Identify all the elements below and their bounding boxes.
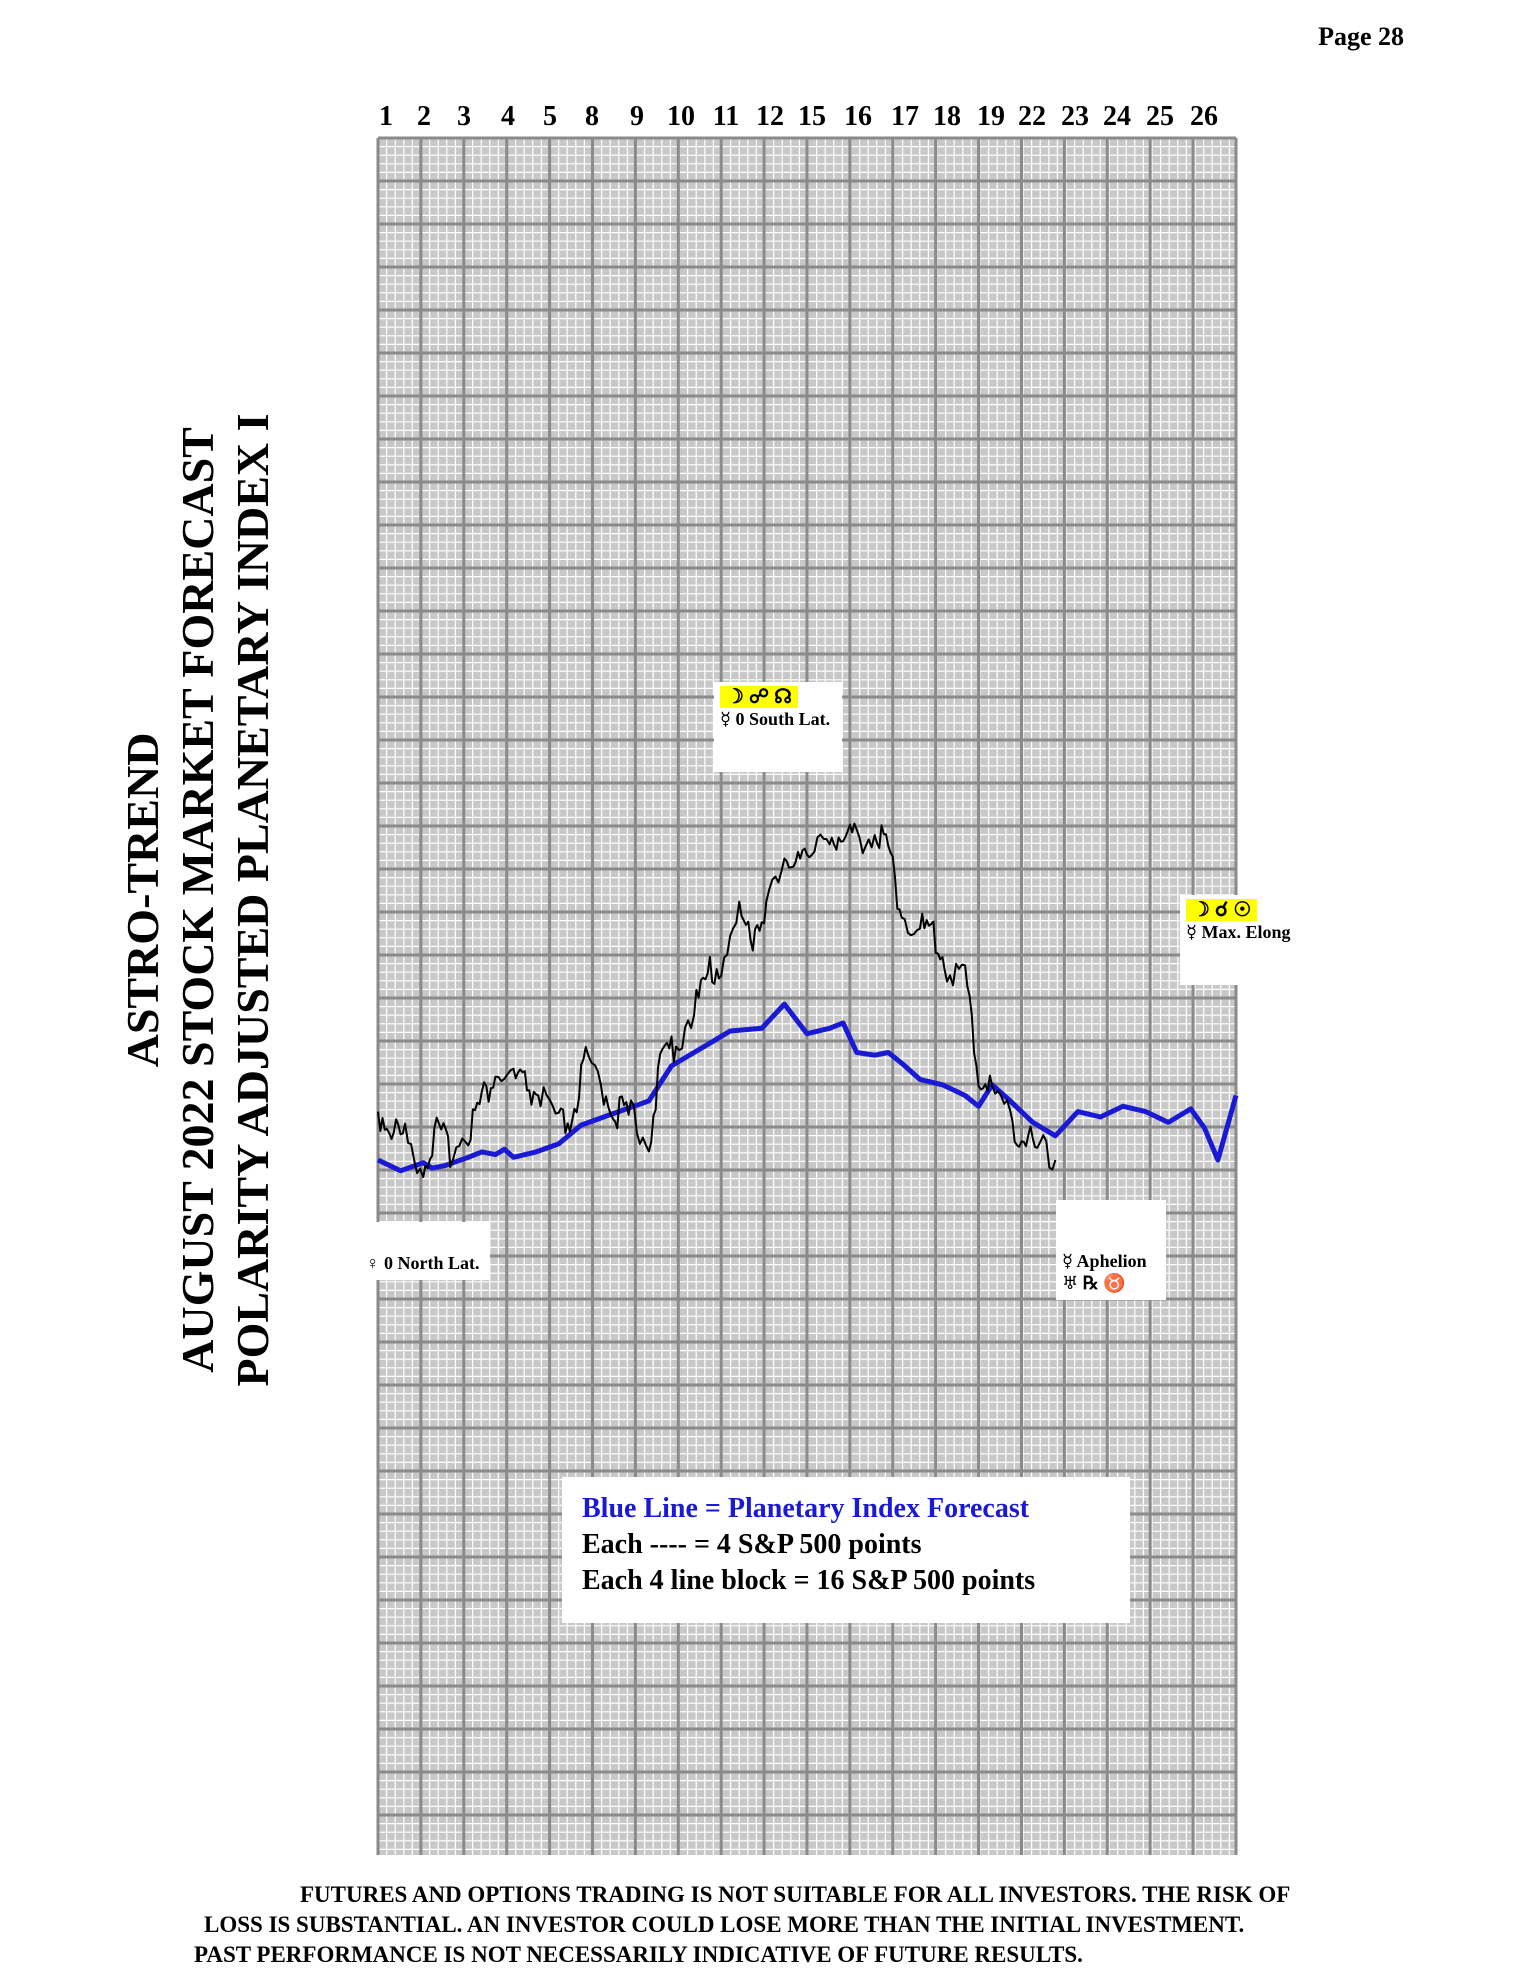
x-tick-label: 22 bbox=[1018, 101, 1046, 132]
x-tick-label: 9 bbox=[630, 101, 644, 132]
x-tick-label: 1 bbox=[379, 101, 393, 132]
x-tick-label: 4 bbox=[501, 101, 515, 132]
disclaimer-line-3: PAST PERFORMANCE IS NOT NECESSARILY INDI… bbox=[194, 1942, 1083, 1967]
x-tick-label: 2 bbox=[417, 101, 431, 132]
annotation-symbols: ☽ ☌ ☉ bbox=[1186, 899, 1258, 921]
annotation-text: ☿ Max. Elong bbox=[1186, 922, 1291, 942]
risk-disclaimer: FUTURES AND OPTIONS TRADING IS NOT SUITA… bbox=[194, 1880, 1480, 1970]
legend-line-2: Each ---- = 4 S&P 500 points bbox=[582, 1529, 922, 1560]
x-tick-label: 26 bbox=[1190, 101, 1218, 132]
page-number: Page 28 bbox=[1318, 22, 1404, 51]
annotation-north-lat: ♀ 0 North Lat. bbox=[360, 1222, 490, 1280]
x-tick-label: 5 bbox=[543, 101, 557, 132]
annotation-text: ♀ 0 North Lat. bbox=[366, 1253, 480, 1273]
series-line-price bbox=[377, 822, 1057, 1178]
annotation-symbols: ♅ ℞ ♉ bbox=[1062, 1273, 1126, 1293]
x-tick-label: 17 bbox=[891, 101, 919, 132]
x-tick-label: 16 bbox=[844, 101, 872, 132]
disclaimer-line-1: FUTURES AND OPTIONS TRADING IS NOT SUITA… bbox=[300, 1882, 1291, 1907]
annotation-max-elong: ☽ ☌ ☉ ☿ Max. Elong bbox=[1180, 895, 1298, 985]
chart-legend: Blue Line = Planetary Index Forecast Eac… bbox=[562, 1477, 1130, 1623]
disclaimer-line-2: LOSS IS SUBSTANTIAL. AN INVESTOR COULD L… bbox=[204, 1912, 1245, 1937]
x-tick-label: 24 bbox=[1103, 101, 1131, 132]
annotation-text: ☿ 0 South Lat. bbox=[720, 709, 831, 729]
legend-line-3: Each 4 line block = 16 S&P 500 points bbox=[582, 1565, 1036, 1596]
x-tick-label: 11 bbox=[713, 101, 739, 132]
legend-line-1: Blue Line = Planetary Index Forecast bbox=[582, 1493, 1030, 1524]
annotation-text: ☿ Aphelion bbox=[1062, 1251, 1147, 1271]
x-tick-label: 25 bbox=[1146, 101, 1174, 132]
x-tick-label: 19 bbox=[977, 101, 1005, 132]
x-tick-label: 10 bbox=[667, 101, 695, 132]
annotation-symbols: ☽ ☍ ☊ bbox=[720, 686, 798, 708]
x-tick-labels: 1 2 3 4 5 8 9 10 11 12 15 16 17 18 19 22 23 24 25 26 bbox=[379, 101, 1218, 132]
x-tick-label: 12 bbox=[756, 101, 784, 132]
x-tick-label: 15 bbox=[798, 101, 826, 132]
x-tick-label: 8 bbox=[585, 101, 599, 132]
x-tick-label: 18 bbox=[933, 101, 961, 132]
x-tick-label: 3 bbox=[457, 101, 471, 132]
annotation-aphelion: ☿ Aphelion ♅ ℞ ♉ bbox=[1056, 1200, 1166, 1300]
series-line-planetary-index bbox=[376, 1001, 1239, 1174]
x-tick-label: 23 bbox=[1061, 101, 1089, 132]
series-layer bbox=[376, 822, 1239, 1178]
annotation-south-lat: ☽ ☍ ☊ ☿ 0 South Lat. bbox=[714, 682, 842, 772]
